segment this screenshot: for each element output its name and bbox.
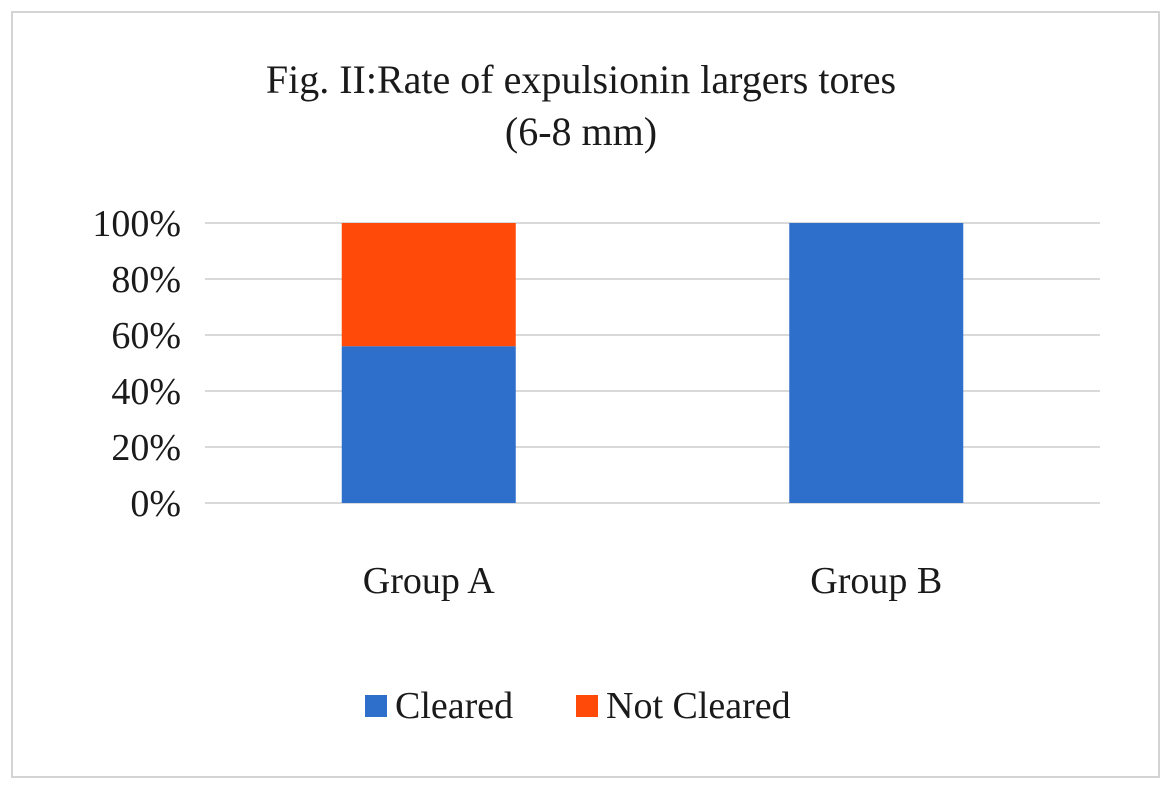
y-tick-label: 40%: [111, 371, 181, 413]
legend-swatch: [365, 695, 387, 717]
y-tick-label: 20%: [111, 427, 181, 469]
category-labels: Group A Group B: [363, 560, 942, 602]
y-tick-label: 0%: [130, 483, 181, 525]
bar-cleared-group-b: [789, 223, 964, 503]
chart-frame: Fig. II:Rate of expulsionin largers tore…: [11, 11, 1160, 778]
y-tick-label: 80%: [111, 259, 181, 301]
chart-title: Fig. II:Rate of expulsionin largers tore…: [266, 57, 896, 102]
legend-label: Not Cleared: [606, 685, 791, 727]
bar-not-cleared-group-a: [341, 223, 516, 347]
bar-cleared-group-a: [341, 346, 516, 503]
y-axis-ticks: 0% 20% 40% 60% 80% 100%: [92, 203, 181, 525]
y-tick-label: 60%: [111, 315, 181, 357]
bars: [341, 223, 964, 503]
category-label: Group B: [810, 560, 942, 602]
legend-swatch: [576, 695, 598, 717]
category-label: Group A: [363, 560, 496, 602]
chart-subtitle: (6-8 mm): [505, 109, 657, 154]
chart-svg: Fig. II:Rate of expulsionin largers tore…: [92, 57, 1100, 727]
y-tick-label: 100%: [92, 203, 181, 245]
legend-label: Cleared: [395, 685, 513, 727]
grid-lines: [205, 222, 1100, 504]
legend: Cleared Not Cleared: [365, 685, 791, 727]
